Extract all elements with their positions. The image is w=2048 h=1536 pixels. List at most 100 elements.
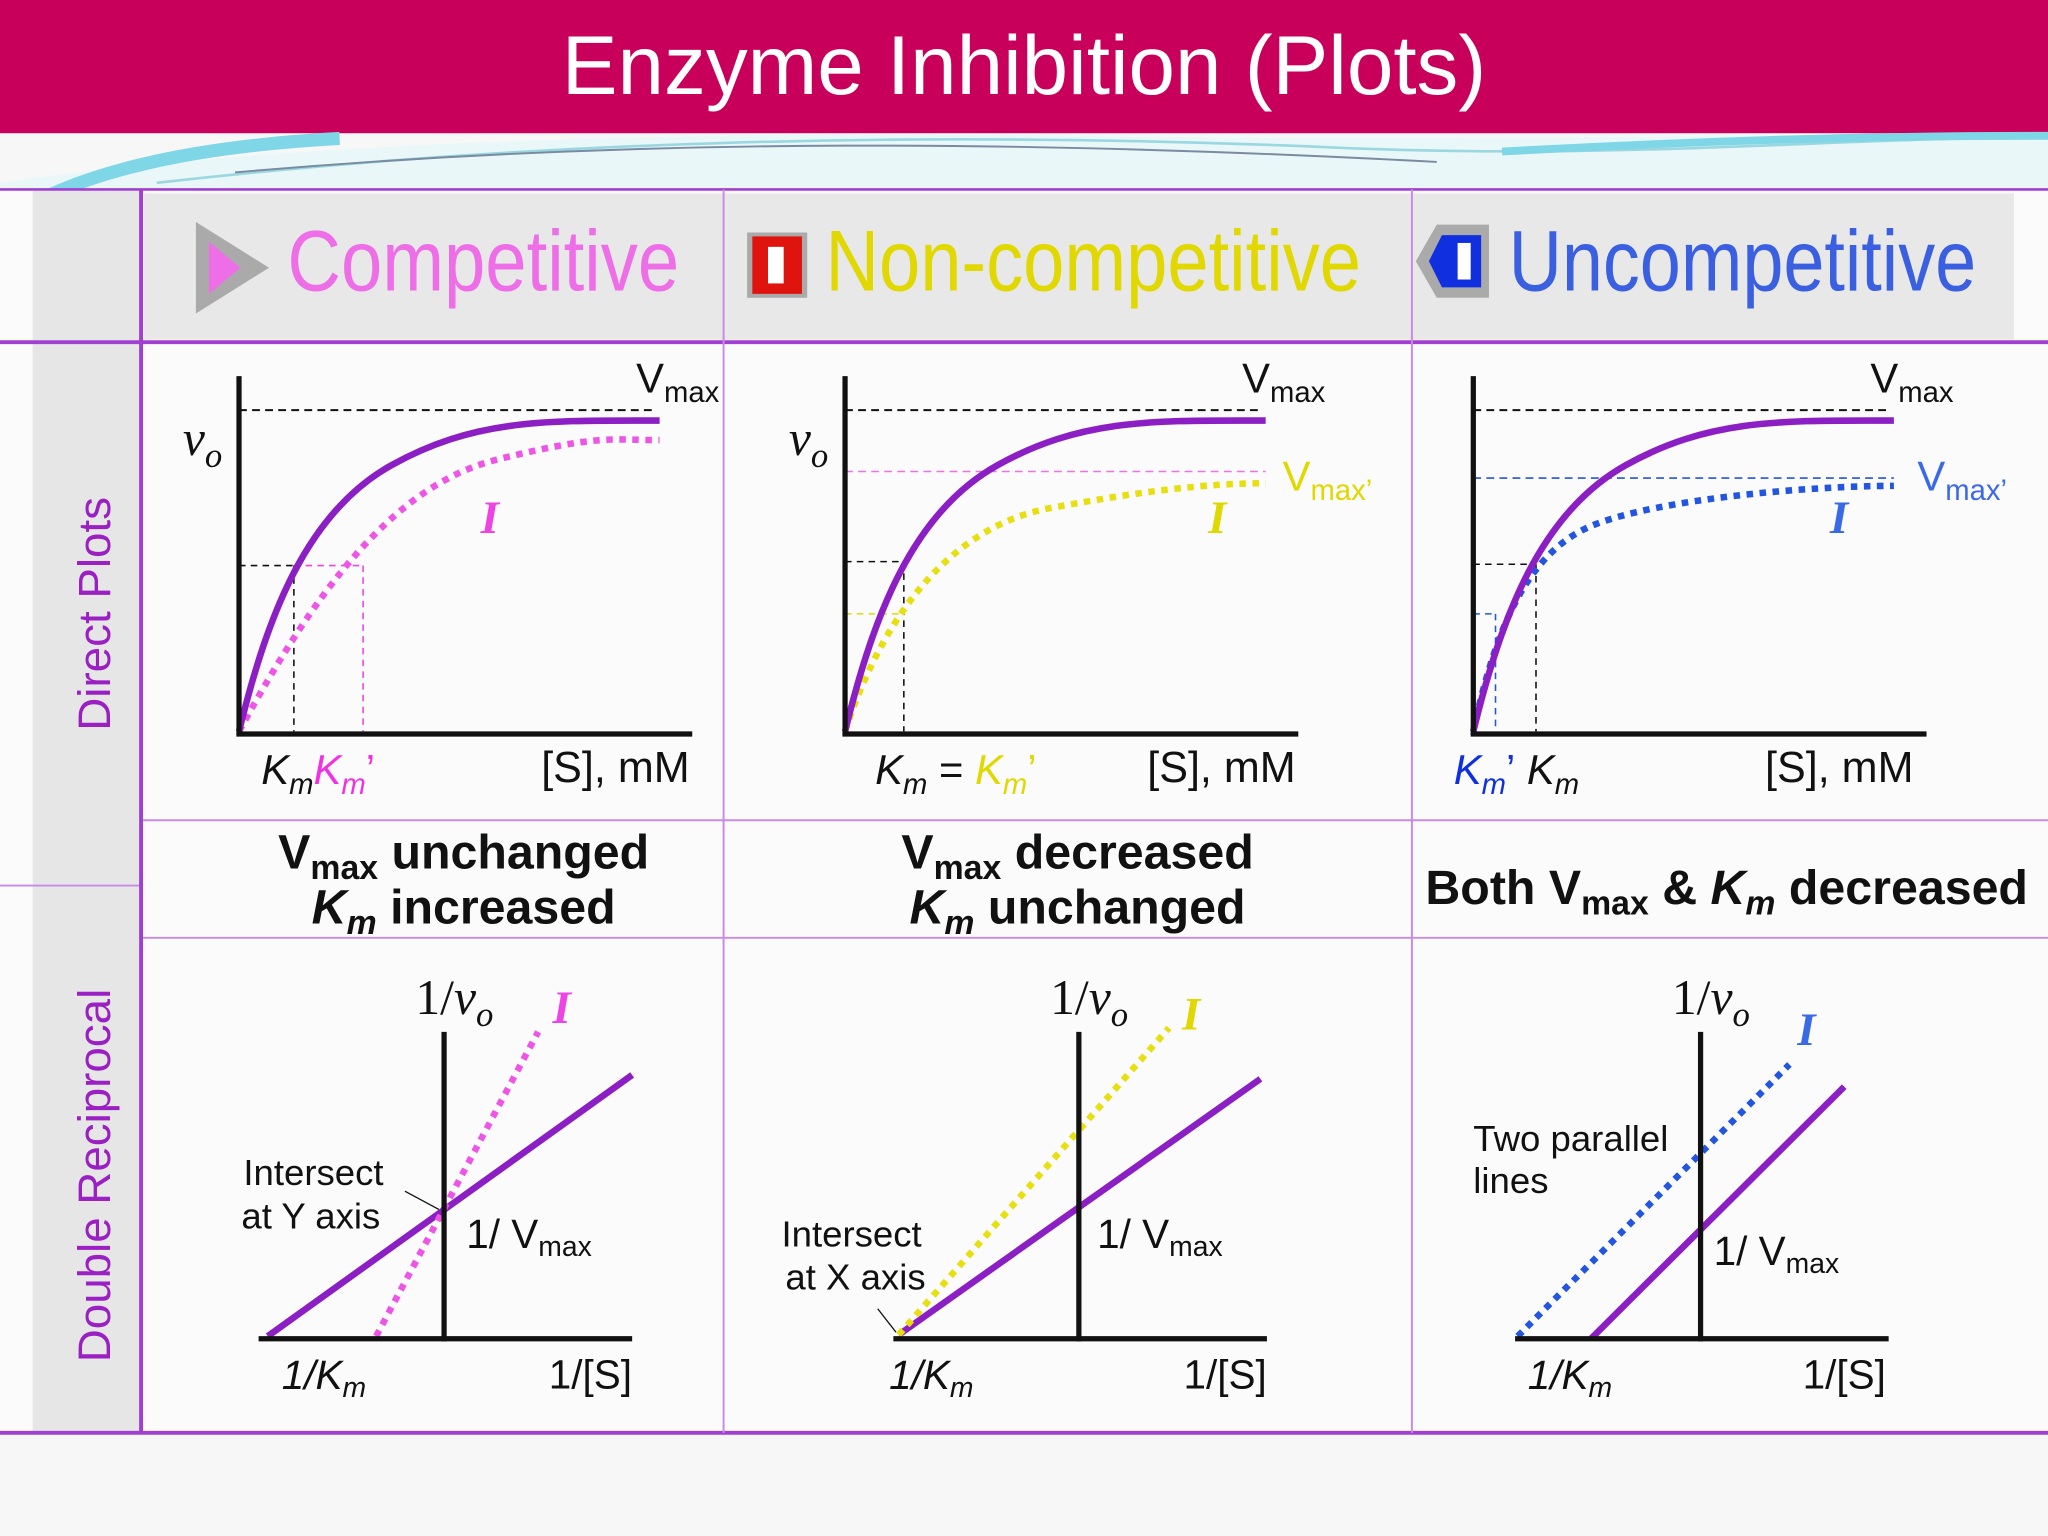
text-part: 1/ [1528,1352,1566,1398]
text-part: o [1111,995,1128,1034]
column-header: Uncompetitive [1509,214,1977,310]
text-part: K [261,746,291,793]
text-part: max [538,1232,592,1264]
text-part: o [205,436,222,475]
annotation-leader [877,1308,897,1333]
text-part: ’ [1027,746,1036,793]
text-part: v [183,411,206,466]
text-part: K [910,880,948,934]
text-part: Both V [1425,861,1581,915]
intercept-label: 1/ Vmax [1714,1228,1840,1281]
text-part: V [901,825,933,879]
text-part: 1/ V [1714,1228,1786,1274]
text-part: m [1003,768,1027,800]
intercept-label: 1/ Vmax [466,1211,592,1264]
row-label: Double Reciprocal [69,989,120,1362]
text-part: K [312,880,350,934]
summary-line: Vmax decreased [901,825,1253,887]
text-part: max [310,849,378,887]
text-part: max [1786,1249,1840,1281]
text-part: o [476,995,493,1034]
text-part: & [1649,861,1711,915]
x-axis-label: 1/[S] [1184,1352,1267,1398]
vmax-label: Vmax [1870,354,1954,408]
annotation: at Y axis [241,1195,380,1236]
annotation: lines [1473,1160,1548,1201]
text-part: max [1169,1232,1223,1264]
text-part: 1/ [1672,970,1711,1025]
y-axis-label: 1/vo [1672,970,1750,1033]
row-label: Direct Plots [69,497,120,731]
vmax-prime-label: Vmax’ [1917,452,2007,506]
text-part: max [1310,475,1366,507]
x-intercept-label: 1/Km [889,1352,973,1405]
uninhibited-curve [235,417,660,733]
summary-line: Both Vmax & Km decreased [1425,861,2028,923]
text-part: ’ [366,746,375,793]
text-part: max [1581,884,1649,922]
annotation: Two parallel [1473,1118,1668,1159]
x-intercept-label: 1/Km [282,1352,366,1405]
text-part: V [1917,452,1945,499]
text-part: m [347,904,377,942]
inhibitor-label: I [1829,492,1850,544]
text-part: v [789,411,812,466]
x-intercept-labels: Km’ Km [1454,746,1579,800]
text-part: 1/ [282,1352,320,1398]
inhibited-line [373,1030,542,1338]
text-part: m [1745,884,1775,922]
text-part: o [1732,995,1749,1034]
direct-plot [1470,376,1927,737]
text-part: V [278,825,310,879]
uninhibited-curve [841,417,1266,733]
table-grid [0,188,2048,1435]
direct-plot [841,376,1299,737]
annotation: Intersect [243,1152,383,1193]
x-intercept-labels: Km = Km’ [875,746,1036,800]
text-part: max [1898,377,1954,409]
text-part: V [636,354,664,401]
y-axis-label: vo [183,411,222,474]
inhibitor-label: I [480,492,501,544]
text-part: = [927,746,975,793]
text-part: 1/ [889,1352,927,1398]
intercept-label: 1/ Vmax [1097,1211,1223,1264]
text-part: decreased [1775,861,2027,915]
text-part: K [1711,861,1749,915]
text-part: K [1562,1352,1591,1398]
decoration [0,131,2048,228]
text-part: K [875,746,905,793]
text-part: max [664,377,720,409]
text-part: decreased [1001,825,1253,879]
inhibited-curve [236,436,660,733]
text-part: m [903,768,927,800]
vmax-prime-label: Vmax’ [1283,452,1373,506]
text-part: K [315,1352,344,1398]
annotation-leader [404,1190,440,1211]
column-header: Non-competitive [825,214,1361,310]
uninhibited-line [265,1072,635,1339]
text-part: increased [377,880,616,934]
x-axis-label: 1/[S] [1803,1352,1886,1398]
text-part: max [1270,377,1326,409]
uninhibited-line [1588,1084,1847,1342]
inhibitor-label: I [1181,989,1202,1041]
annotation: at X axis [785,1257,925,1298]
x-intercept-labels: KmKm’ [261,746,375,800]
text-part: v [1710,970,1733,1025]
text-part: m [1589,1373,1613,1405]
row-label-strip [32,189,142,1433]
text-part: max [934,849,1002,887]
inhibitor-label: I [551,982,572,1034]
x-axis-label: [S], mM [1147,744,1295,792]
slide-title: Enzyme Inhibition (Plots) [562,18,1486,112]
summary-line: Km increased [312,880,616,942]
text-part: ’ [1506,746,1515,793]
summary-line: Km unchanged [910,880,1246,942]
text-part: 1/ V [1097,1211,1169,1257]
text-part: K [1515,746,1557,793]
text-part: m [342,1373,366,1405]
y-axis-label: 1/vo [1050,970,1128,1033]
